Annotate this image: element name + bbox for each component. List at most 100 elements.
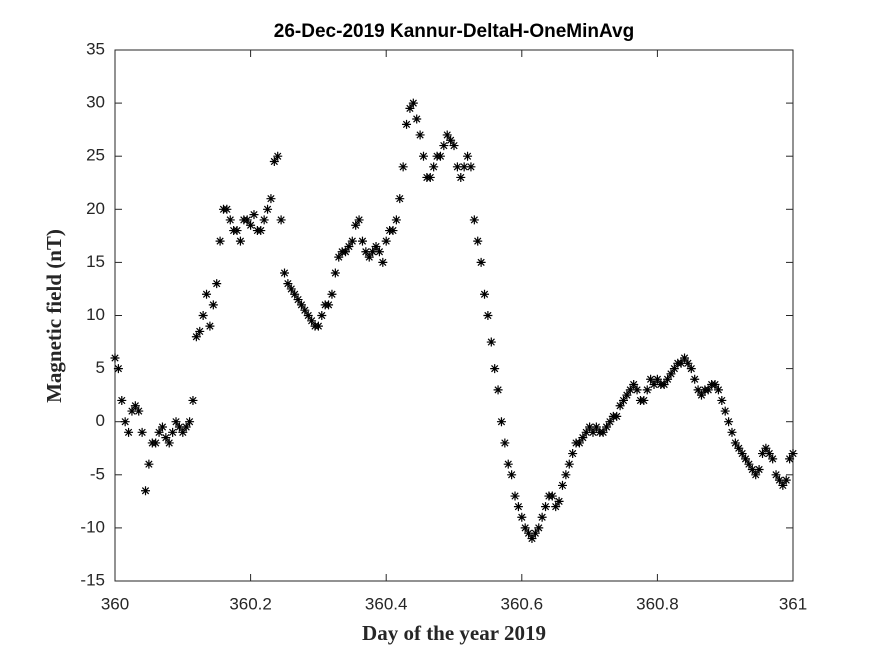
- data-point: [754, 464, 764, 474]
- data-point: [517, 512, 527, 522]
- data-point: [785, 454, 795, 464]
- data-point: [466, 162, 476, 172]
- data-point: [703, 385, 713, 395]
- data-point: [249, 210, 259, 220]
- data-point: [381, 236, 391, 246]
- data-point: [680, 353, 690, 363]
- data-point: [730, 438, 740, 448]
- data-point: [412, 114, 422, 124]
- data-point: [191, 332, 201, 342]
- data-point: [246, 220, 256, 230]
- data-point: [235, 236, 245, 246]
- data-point: [652, 374, 662, 384]
- data-point: [357, 236, 367, 246]
- data-point: [764, 449, 774, 459]
- data-point: [137, 427, 147, 437]
- data-point: [720, 406, 730, 416]
- data-point: [361, 247, 371, 257]
- data-point: [669, 364, 679, 374]
- data-point: [198, 311, 208, 320]
- data-point: [713, 385, 723, 395]
- data-point: [757, 449, 767, 459]
- data-point: [564, 459, 574, 469]
- data-point: [151, 438, 161, 448]
- data-point: [405, 103, 415, 113]
- data-point: [334, 252, 344, 262]
- data-point: [269, 157, 279, 167]
- data-point: [537, 512, 547, 522]
- data-point: [188, 395, 198, 405]
- data-point: [778, 480, 788, 490]
- data-point: [276, 215, 286, 225]
- data-point: [744, 459, 754, 469]
- data-point: [741, 454, 751, 464]
- data-point: [768, 454, 778, 464]
- data-point: [141, 486, 151, 496]
- data-point: [330, 268, 340, 278]
- data-point: [774, 475, 784, 485]
- x-tick-label: 361: [779, 594, 807, 613]
- data-point: [659, 380, 669, 390]
- data-point: [476, 257, 486, 267]
- data-point: [408, 98, 418, 108]
- data-point: [500, 438, 510, 448]
- x-tick-label: 360.6: [501, 594, 544, 613]
- data-point: [649, 380, 659, 390]
- data-point: [225, 215, 235, 225]
- data-point: [215, 236, 225, 246]
- data-point: [313, 321, 323, 331]
- data-point: [747, 464, 757, 474]
- data-point: [439, 141, 449, 151]
- data-point: [242, 215, 252, 225]
- data-point: [425, 172, 435, 182]
- data-point: [442, 130, 452, 140]
- data-point: [212, 279, 222, 289]
- data-point: [761, 443, 771, 453]
- y-tick-label: 5: [96, 358, 105, 377]
- data-point: [642, 385, 652, 395]
- data-point: [734, 443, 744, 453]
- y-tick-label: -5: [90, 464, 105, 483]
- data-point: [557, 480, 567, 490]
- data-point: [612, 411, 622, 421]
- data-point: [374, 247, 384, 257]
- data-point: [690, 374, 700, 384]
- data-point: [632, 385, 642, 395]
- data-point: [520, 523, 530, 533]
- data-point: [174, 422, 184, 432]
- data-point: [541, 502, 551, 512]
- data-point: [429, 162, 439, 172]
- data-point: [398, 162, 408, 172]
- data-point: [161, 433, 171, 443]
- data-point: [788, 449, 798, 459]
- data-point: [696, 390, 706, 400]
- data-point: [364, 252, 374, 262]
- x-axis-label: Day of the year 2019: [362, 621, 546, 645]
- y-tick-label: 15: [86, 252, 105, 271]
- data-point: [683, 358, 693, 368]
- data-point: [171, 417, 181, 427]
- data-point: [205, 321, 215, 331]
- data-point: [418, 151, 428, 161]
- data-point: [391, 215, 401, 225]
- x-tick-label: 360.4: [365, 594, 408, 613]
- data-point: [181, 422, 191, 432]
- data-point: [585, 422, 595, 432]
- data-point: [402, 119, 412, 129]
- data-point: [208, 300, 218, 310]
- data-point: [534, 523, 544, 533]
- data-point: [449, 141, 459, 151]
- data-point: [202, 289, 212, 299]
- data-point: [222, 204, 232, 214]
- data-point: [751, 470, 761, 480]
- data-point: [547, 491, 557, 501]
- data-point: [676, 358, 686, 368]
- data-point: [452, 162, 462, 172]
- x-tick-label: 360.2: [229, 594, 272, 613]
- data-point: [273, 151, 283, 161]
- y-tick-label: 25: [86, 146, 105, 165]
- data-point: [527, 534, 537, 544]
- data-point: [602, 422, 612, 432]
- data-point: [110, 353, 120, 363]
